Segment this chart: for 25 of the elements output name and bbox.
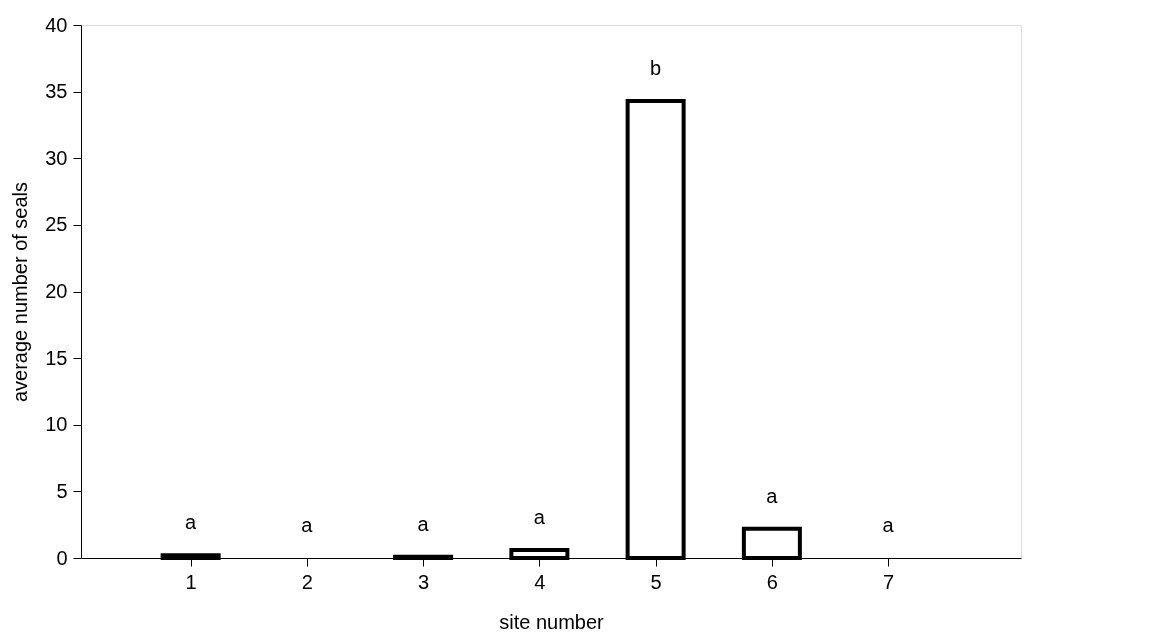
annotation: b bbox=[650, 56, 662, 79]
x-tick-label: 6 bbox=[766, 570, 778, 593]
annotation: a bbox=[533, 506, 546, 529]
x-tick-label: 5 bbox=[650, 570, 662, 593]
annotation: a bbox=[882, 514, 895, 536]
x-tick-label: 3 bbox=[418, 570, 430, 593]
x-tick-label: 2 bbox=[301, 570, 313, 593]
y-tick-label: 5 bbox=[56, 479, 68, 502]
y-tick-label: 15 bbox=[45, 346, 68, 369]
annotation: a bbox=[417, 512, 430, 535]
annotation: a bbox=[185, 511, 198, 534]
annotation: a bbox=[766, 484, 779, 507]
annotation: a bbox=[301, 514, 314, 536]
y-tick-label: 40 bbox=[45, 13, 68, 36]
y-tick-label: 25 bbox=[45, 213, 68, 236]
y-tick-label: 10 bbox=[45, 413, 68, 436]
y-tick-label: 0 bbox=[56, 546, 68, 569]
y-tick-label: 35 bbox=[45, 80, 68, 103]
x-tick-label: 4 bbox=[534, 570, 546, 593]
y-tick-label: 30 bbox=[45, 146, 68, 169]
y-axis-title: average number of seals bbox=[9, 181, 32, 403]
x-axis-title: site number bbox=[499, 610, 605, 633]
y-tick-label: 20 bbox=[45, 280, 68, 302]
x-tick-label: 7 bbox=[883, 570, 895, 593]
x-tick-label: 1 bbox=[185, 570, 197, 593]
